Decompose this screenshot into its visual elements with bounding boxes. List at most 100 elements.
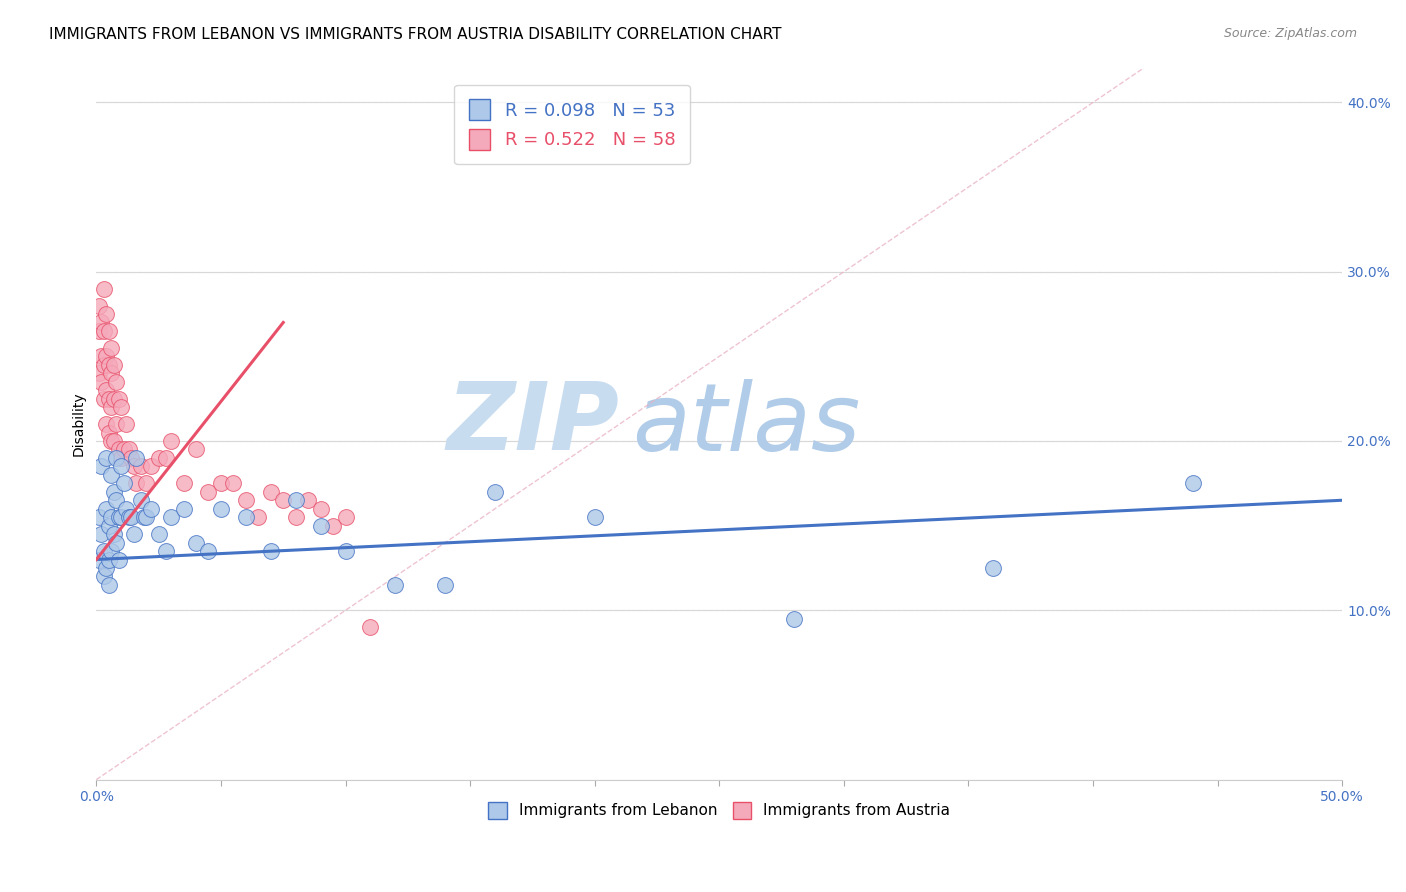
Point	[260, 544, 283, 558]
Point	[97, 578, 120, 592]
Point	[100, 467, 122, 482]
Point	[93, 324, 115, 338]
Point	[96, 383, 118, 397]
Point	[107, 552, 129, 566]
Point	[90, 316, 112, 330]
Point	[93, 569, 115, 583]
Point	[110, 459, 132, 474]
Point	[160, 510, 183, 524]
Point	[141, 459, 163, 474]
Point	[184, 535, 207, 549]
Point	[260, 484, 283, 499]
Point	[247, 510, 270, 524]
Point	[184, 442, 207, 457]
Point	[384, 578, 406, 592]
Point	[1181, 476, 1204, 491]
Point	[90, 349, 112, 363]
Point	[173, 501, 195, 516]
Point	[197, 544, 219, 558]
Text: atlas: atlas	[633, 378, 860, 469]
Point	[110, 510, 132, 524]
Point	[105, 493, 128, 508]
Text: Source: ZipAtlas.com: Source: ZipAtlas.com	[1223, 27, 1357, 40]
Point	[120, 450, 142, 465]
Text: ZIP: ZIP	[447, 378, 620, 470]
Point	[129, 493, 152, 508]
Point	[309, 501, 332, 516]
Point	[93, 544, 115, 558]
Point	[197, 484, 219, 499]
Point	[115, 501, 138, 516]
Point	[107, 510, 129, 524]
Point	[96, 561, 118, 575]
Legend: Immigrants from Lebanon, Immigrants from Austria: Immigrants from Lebanon, Immigrants from…	[482, 796, 956, 825]
Point	[97, 552, 120, 566]
Point	[125, 476, 148, 491]
Point	[87, 510, 110, 524]
Point	[87, 366, 110, 380]
Point	[105, 450, 128, 465]
Point	[271, 493, 294, 508]
Point	[235, 510, 257, 524]
Point	[209, 476, 232, 491]
Point	[115, 417, 138, 431]
Point	[783, 612, 806, 626]
Point	[87, 299, 110, 313]
Point	[160, 434, 183, 448]
Point	[110, 400, 132, 414]
Point	[90, 527, 112, 541]
Point	[93, 392, 115, 406]
Point	[583, 510, 606, 524]
Point	[309, 518, 332, 533]
Point	[100, 510, 122, 524]
Point	[103, 527, 125, 541]
Point	[100, 341, 122, 355]
Point	[105, 375, 128, 389]
Point	[96, 450, 118, 465]
Point	[87, 324, 110, 338]
Point	[141, 501, 163, 516]
Point	[120, 510, 142, 524]
Point	[105, 535, 128, 549]
Point	[173, 476, 195, 491]
Point	[97, 518, 120, 533]
Text: IMMIGRANTS FROM LEBANON VS IMMIGRANTS FROM AUSTRIA DISABILITY CORRELATION CHART: IMMIGRANTS FROM LEBANON VS IMMIGRANTS FR…	[49, 27, 782, 42]
Point	[93, 282, 115, 296]
Point	[209, 501, 232, 516]
Point	[97, 358, 120, 372]
Point	[148, 450, 170, 465]
Point	[103, 392, 125, 406]
Point	[112, 442, 135, 457]
Point	[107, 392, 129, 406]
Point	[110, 450, 132, 465]
Point	[96, 307, 118, 321]
Point	[434, 578, 457, 592]
Point	[135, 510, 157, 524]
Point	[118, 442, 141, 457]
Point	[87, 552, 110, 566]
Point	[96, 349, 118, 363]
Point	[335, 510, 357, 524]
Point	[107, 442, 129, 457]
Point	[297, 493, 319, 508]
Point	[222, 476, 245, 491]
Point	[96, 501, 118, 516]
Point	[100, 544, 122, 558]
Point	[97, 324, 120, 338]
Point	[96, 417, 118, 431]
Point	[105, 417, 128, 431]
Point	[983, 561, 1005, 575]
Point	[484, 484, 506, 499]
Point	[284, 493, 307, 508]
Point	[122, 459, 145, 474]
Point	[93, 358, 115, 372]
Point	[235, 493, 257, 508]
Point	[97, 425, 120, 440]
Point	[155, 450, 177, 465]
Point	[284, 510, 307, 524]
Point	[335, 544, 357, 558]
Point	[322, 518, 344, 533]
Point	[135, 476, 157, 491]
Point	[359, 620, 381, 634]
Point	[100, 366, 122, 380]
